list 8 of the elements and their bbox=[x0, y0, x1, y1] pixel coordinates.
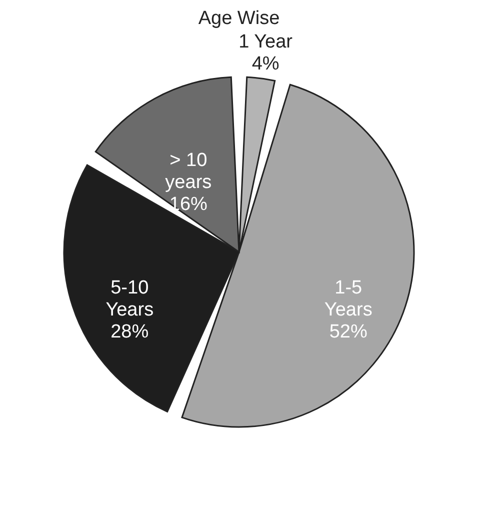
data-label: 4% bbox=[252, 54, 280, 75]
slice-label: > 10 years bbox=[165, 150, 212, 193]
slice-label: 5-10 Years bbox=[106, 278, 154, 321]
chart-title: Age Wise bbox=[198, 8, 280, 29]
slice-label: 1-5 Years bbox=[324, 278, 372, 321]
slice-label: 1 Year bbox=[238, 32, 294, 53]
data-label: 52% bbox=[329, 322, 368, 343]
data-label: 28% bbox=[110, 322, 149, 343]
